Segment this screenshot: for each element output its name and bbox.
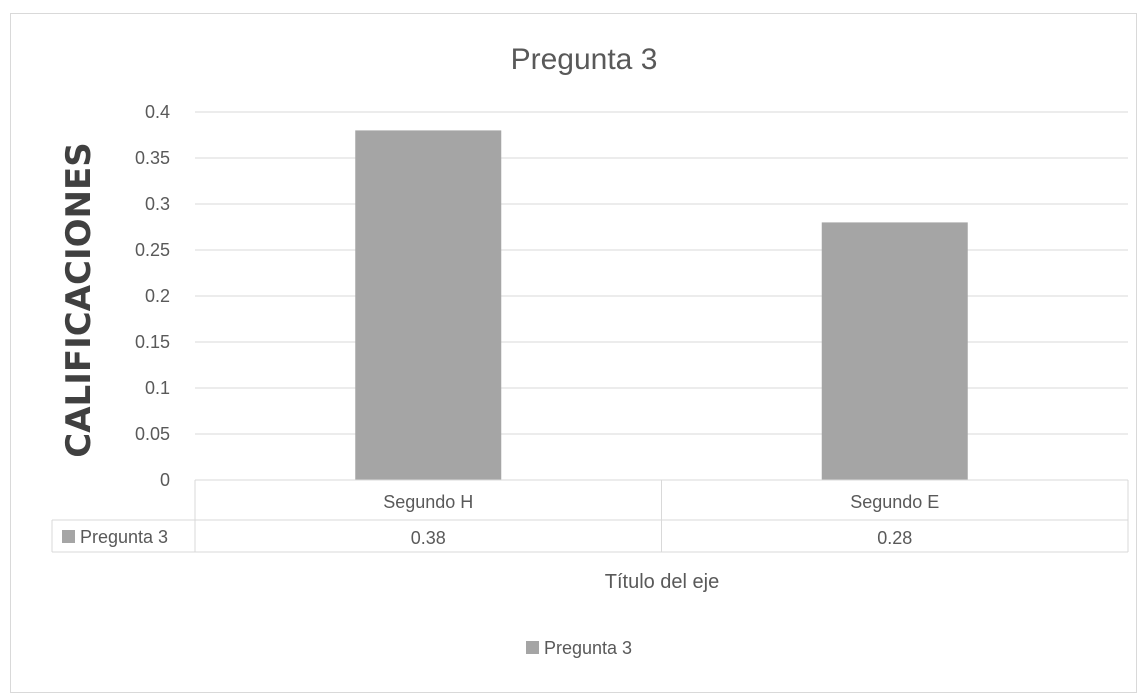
x-category-label: Segundo E [850,492,939,512]
x-axis-title: Título del eje [605,571,720,593]
y-axis-title: CALIFICACIONES [59,142,99,457]
bars [355,130,968,480]
bar [821,222,968,480]
y-tick-label: 0 [160,470,170,490]
table-legend-key [62,530,75,543]
y-tick-label: 0.35 [135,148,170,168]
y-tick-label: 0.2 [145,286,170,306]
y-tick-label: 0.1 [145,378,170,398]
y-tick-label: 0.4 [145,102,170,122]
legend: Pregunta 3 [526,638,632,658]
bar-chart: Pregunta 3 0 0.05 0.1 0.15 0.2 0.25 0.3 0.35 0.4… [51,43,1129,658]
y-tick-label: 0.25 [135,240,170,260]
y-tick-label: 0.3 [145,194,170,214]
chart-title: Pregunta 3 [511,43,658,76]
legend-key [526,641,539,654]
table-series-name: Pregunta 3 [80,527,168,547]
data-label: 0.28 [877,528,912,548]
bar [355,130,502,480]
y-tick-label: 0.15 [135,332,170,352]
legend-label: Pregunta 3 [544,638,632,658]
y-tick-labels: 0 0.05 0.1 0.15 0.2 0.25 0.3 0.35 0.4 [135,102,170,490]
data-label: 0.38 [411,528,446,548]
x-category-label: Segundo H [383,492,473,512]
gridlines [195,111,1128,435]
data-table: Segundo H 0.38 Segundo E 0.28 Pregunta 3 [51,479,1129,553]
y-tick-label: 0.05 [135,424,170,444]
